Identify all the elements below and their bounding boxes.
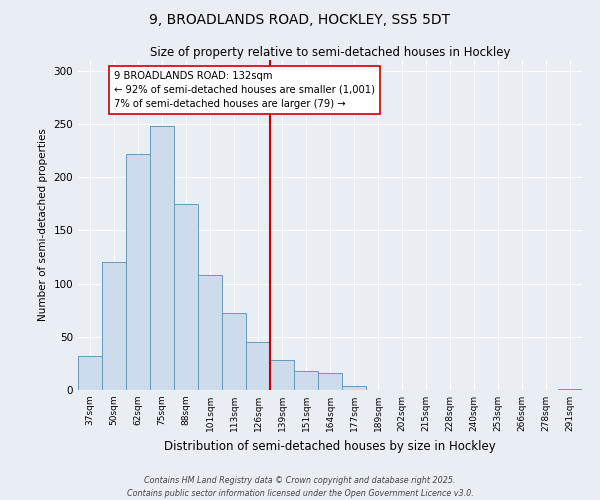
Bar — [246, 342, 270, 390]
Text: 9 BROADLANDS ROAD: 132sqm
← 92% of semi-detached houses are smaller (1,001)
7% o: 9 BROADLANDS ROAD: 132sqm ← 92% of semi-… — [114, 70, 375, 108]
Text: Contains HM Land Registry data © Crown copyright and database right 2025.
Contai: Contains HM Land Registry data © Crown c… — [127, 476, 473, 498]
Bar — [174, 204, 198, 390]
Title: Size of property relative to semi-detached houses in Hockley: Size of property relative to semi-detach… — [150, 46, 510, 59]
Bar — [558, 389, 582, 390]
Bar — [342, 386, 366, 390]
Bar — [126, 154, 150, 390]
Bar — [198, 275, 222, 390]
Y-axis label: Number of semi-detached properties: Number of semi-detached properties — [38, 128, 48, 322]
Bar — [102, 262, 126, 390]
Bar — [150, 126, 174, 390]
Bar — [222, 314, 246, 390]
Bar — [318, 373, 342, 390]
Bar — [78, 356, 102, 390]
Text: 9, BROADLANDS ROAD, HOCKLEY, SS5 5DT: 9, BROADLANDS ROAD, HOCKLEY, SS5 5DT — [149, 12, 451, 26]
Bar — [294, 371, 318, 390]
X-axis label: Distribution of semi-detached houses by size in Hockley: Distribution of semi-detached houses by … — [164, 440, 496, 452]
Bar — [270, 360, 294, 390]
